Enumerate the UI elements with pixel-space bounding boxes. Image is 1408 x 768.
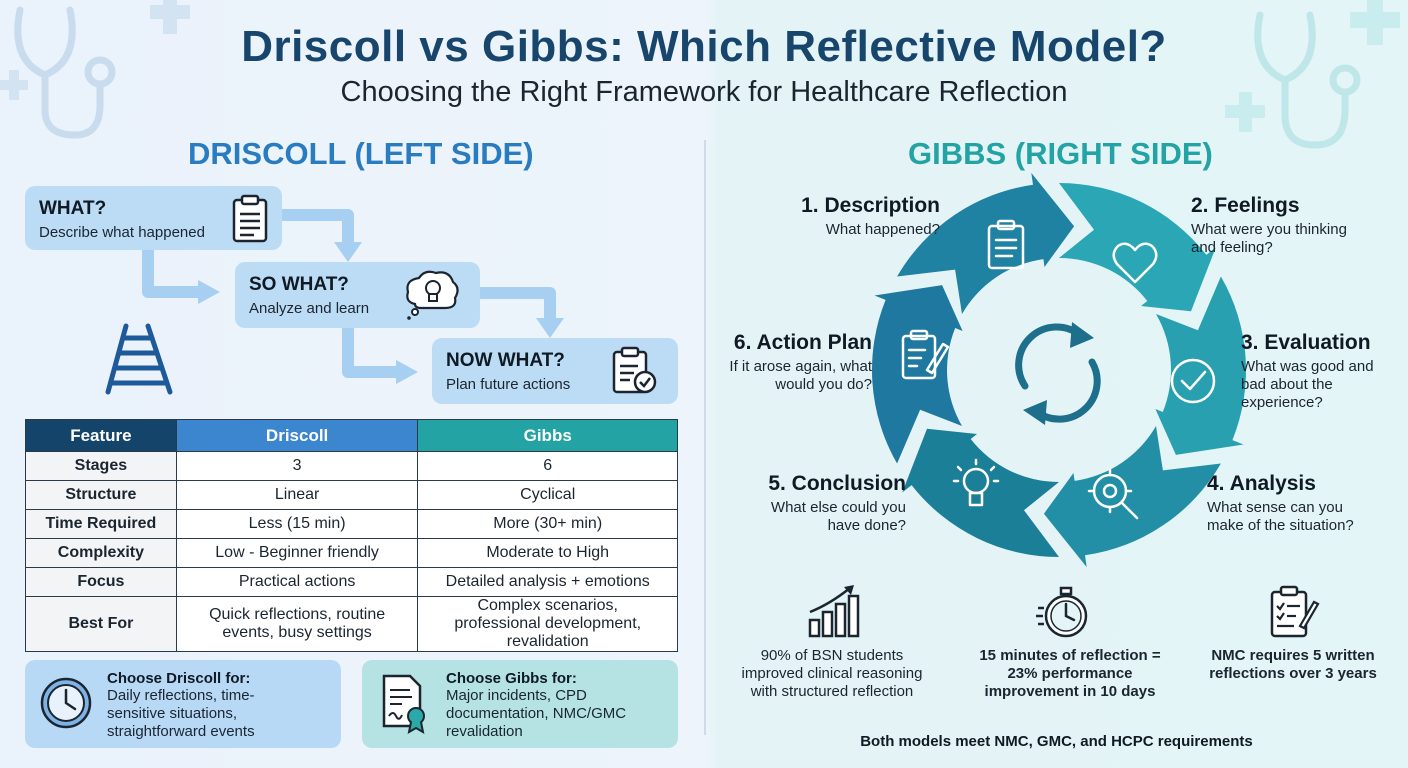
thought-bubble-lightbulb-icon [406, 270, 459, 320]
table-cell-gibbs: More (30+ min) [417, 509, 678, 539]
gibbs-stage-evaluation: 3. Evaluation What was good and bad abou… [1241, 331, 1401, 412]
stage-title: 4. Analysis [1207, 472, 1316, 495]
cycle-segment-description [897, 172, 1075, 314]
step-description: Analyze and learn [249, 300, 370, 317]
step-title: SO WHAT? [249, 274, 349, 295]
table-cell-gibbs: Complex scenarios, professional developm… [417, 596, 678, 652]
table-cell-driscoll: Practical actions [175, 567, 419, 597]
heart-icon [1112, 242, 1158, 284]
table-cell-gibbs: Detailed analysis + emotions [417, 567, 678, 597]
center-divider [704, 140, 706, 735]
gibbs-stage-description: 1. Description What happened? [760, 194, 940, 239]
stat-text: NMC requires 5 written reflections over … [1209, 647, 1377, 682]
stage-description: What sense can you make of the situation… [1207, 499, 1354, 534]
clock-icon [40, 677, 92, 729]
stage-title: 2. Feelings [1191, 194, 1300, 217]
table-cell-driscoll: Linear [175, 480, 419, 510]
table-row: Stages 3 6 [25, 451, 678, 481]
table-cell-gibbs: Moderate to High [417, 538, 678, 568]
table-cell-driscoll: Quick reflections, routine events, busy … [175, 596, 419, 652]
stage-description: What were you thinking and feeling? [1191, 221, 1347, 256]
checklist-icon [612, 346, 657, 394]
choose-driscoll-title: Choose Driscoll for: [107, 670, 251, 687]
table-row: Time Required Less (15 min) More (30+ mi… [25, 509, 678, 539]
table-cell-gibbs: 6 [417, 451, 678, 481]
footer-note: Both models meet NMC, GMC, and HCPC requ… [860, 733, 1253, 750]
stage-title: 5. Conclusion [768, 472, 906, 495]
stage-title: 1. Description [801, 194, 940, 217]
stat-reflection-minutes: 15 minutes of reflection = 23% performan… [965, 647, 1175, 701]
checklist-icon [1270, 585, 1320, 638]
checkmark-icon [1170, 358, 1216, 404]
table-cell-feature: Stages [25, 451, 177, 481]
gibbs-section-title: GIBBS (RIGHT SIDE) [908, 136, 1213, 171]
stethoscope-icon [0, 6, 116, 139]
certificate-icon [382, 674, 425, 734]
growth-chart-icon [808, 585, 860, 638]
table-cell-feature: Best For [25, 596, 177, 652]
gibbs-stage-analysis: 4. Analysis What sense can you make of t… [1207, 472, 1382, 535]
choose-gibbs-box: Choose Gibbs for: Major incidents, CPD d… [362, 660, 678, 748]
stage-title: 3. Evaluation [1241, 331, 1371, 354]
driscoll-section-title: DRISCOLL (LEFT SIDE) [188, 136, 534, 171]
gibbs-stage-action-plan: 6. Action Plan If it arose again, what w… [716, 331, 872, 394]
refresh-cycle-icon [1015, 323, 1101, 423]
choose-gibbs-desc: Major incidents, CPD documentation, NMC/… [446, 687, 627, 740]
clipboard-pen-icon [901, 329, 950, 380]
stat-text: 90% of BSN students improved clinical re… [741, 647, 923, 700]
gibbs-cycle-diagram [871, 172, 1247, 568]
stethoscope-icon [1225, 0, 1400, 149]
table-cell-feature: Complexity [25, 538, 177, 568]
choose-driscoll-desc: Daily reflections, time-sensitive situat… [107, 687, 255, 740]
cycle-segment-evaluation [1155, 276, 1247, 455]
driscoll-flow-arrows [142, 209, 564, 384]
medical-cross-icon [150, 0, 190, 34]
gibbs-stage-conclusion: 5. Conclusion What else could you have d… [730, 472, 906, 535]
step-description: Describe what happened [39, 224, 205, 241]
table-row: Complexity Low - Beginner friendly Moder… [25, 538, 678, 568]
stage-description: What else could you have done? [770, 499, 906, 534]
driscoll-step-now-what: NOW WHAT? Plan future actions [432, 338, 678, 404]
stage-description: What happened? [825, 221, 940, 238]
stage-description: If it arose again, what would you do? [729, 358, 872, 393]
table-cell-feature: Structure [25, 480, 177, 510]
stopwatch-icon [1036, 586, 1088, 638]
cycle-segment-analysis [1043, 426, 1221, 568]
stat-text: 15 minutes of reflection = 23% performan… [979, 647, 1161, 700]
table-cell-driscoll: Less (15 min) [175, 509, 419, 539]
driscoll-step-what: WHAT? Describe what happened [25, 186, 282, 250]
page-subtitle: Choosing the Right Framework for Healthc… [340, 76, 1068, 108]
comparison-table: Feature Driscoll Gibbs Stages 3 6 Struct… [25, 419, 678, 652]
stage-title: 6. Action Plan [733, 331, 872, 354]
choose-driscoll-box: Choose Driscoll for: Daily reflections, … [25, 660, 341, 748]
cycle-segment-action-plan [871, 285, 963, 464]
gibbs-stage-feelings: 2. Feelings What were you thinking and f… [1191, 194, 1361, 257]
lightbulb-icon [952, 458, 1000, 507]
table-header-feature: Feature [25, 419, 177, 452]
stat-nmc-requirement: NMC requires 5 written reflections over … [1208, 647, 1378, 683]
table-cell-driscoll: Low - Beginner friendly [175, 538, 419, 568]
table-row: Best For Quick reflections, routine even… [25, 596, 678, 652]
clipboard-icon [987, 219, 1025, 270]
choose-gibbs-title: Choose Gibbs for: [446, 670, 577, 687]
gear-magnifier-icon [1087, 468, 1139, 520]
table-row: Focus Practical actions Detailed analysi… [25, 567, 678, 597]
page-title: Driscoll vs Gibbs: Which Reflective Mode… [241, 22, 1167, 71]
table-header-driscoll: Driscoll [175, 419, 419, 452]
table-cell-feature: Focus [25, 567, 177, 597]
table-cell-driscoll: 3 [175, 451, 419, 481]
step-title: NOW WHAT? [446, 350, 565, 371]
stat-bsn-students: 90% of BSN students improved clinical re… [736, 647, 928, 701]
step-description: Plan future actions [446, 376, 571, 393]
clipboard-icon [232, 194, 268, 243]
stage-description: What was good and bad about the experien… [1241, 358, 1374, 411]
table-cell-feature: Time Required [25, 509, 177, 539]
step-title: WHAT? [39, 198, 107, 219]
driscoll-step-so-what: SO WHAT? Analyze and learn [235, 262, 480, 328]
ladder-icon [105, 323, 173, 395]
